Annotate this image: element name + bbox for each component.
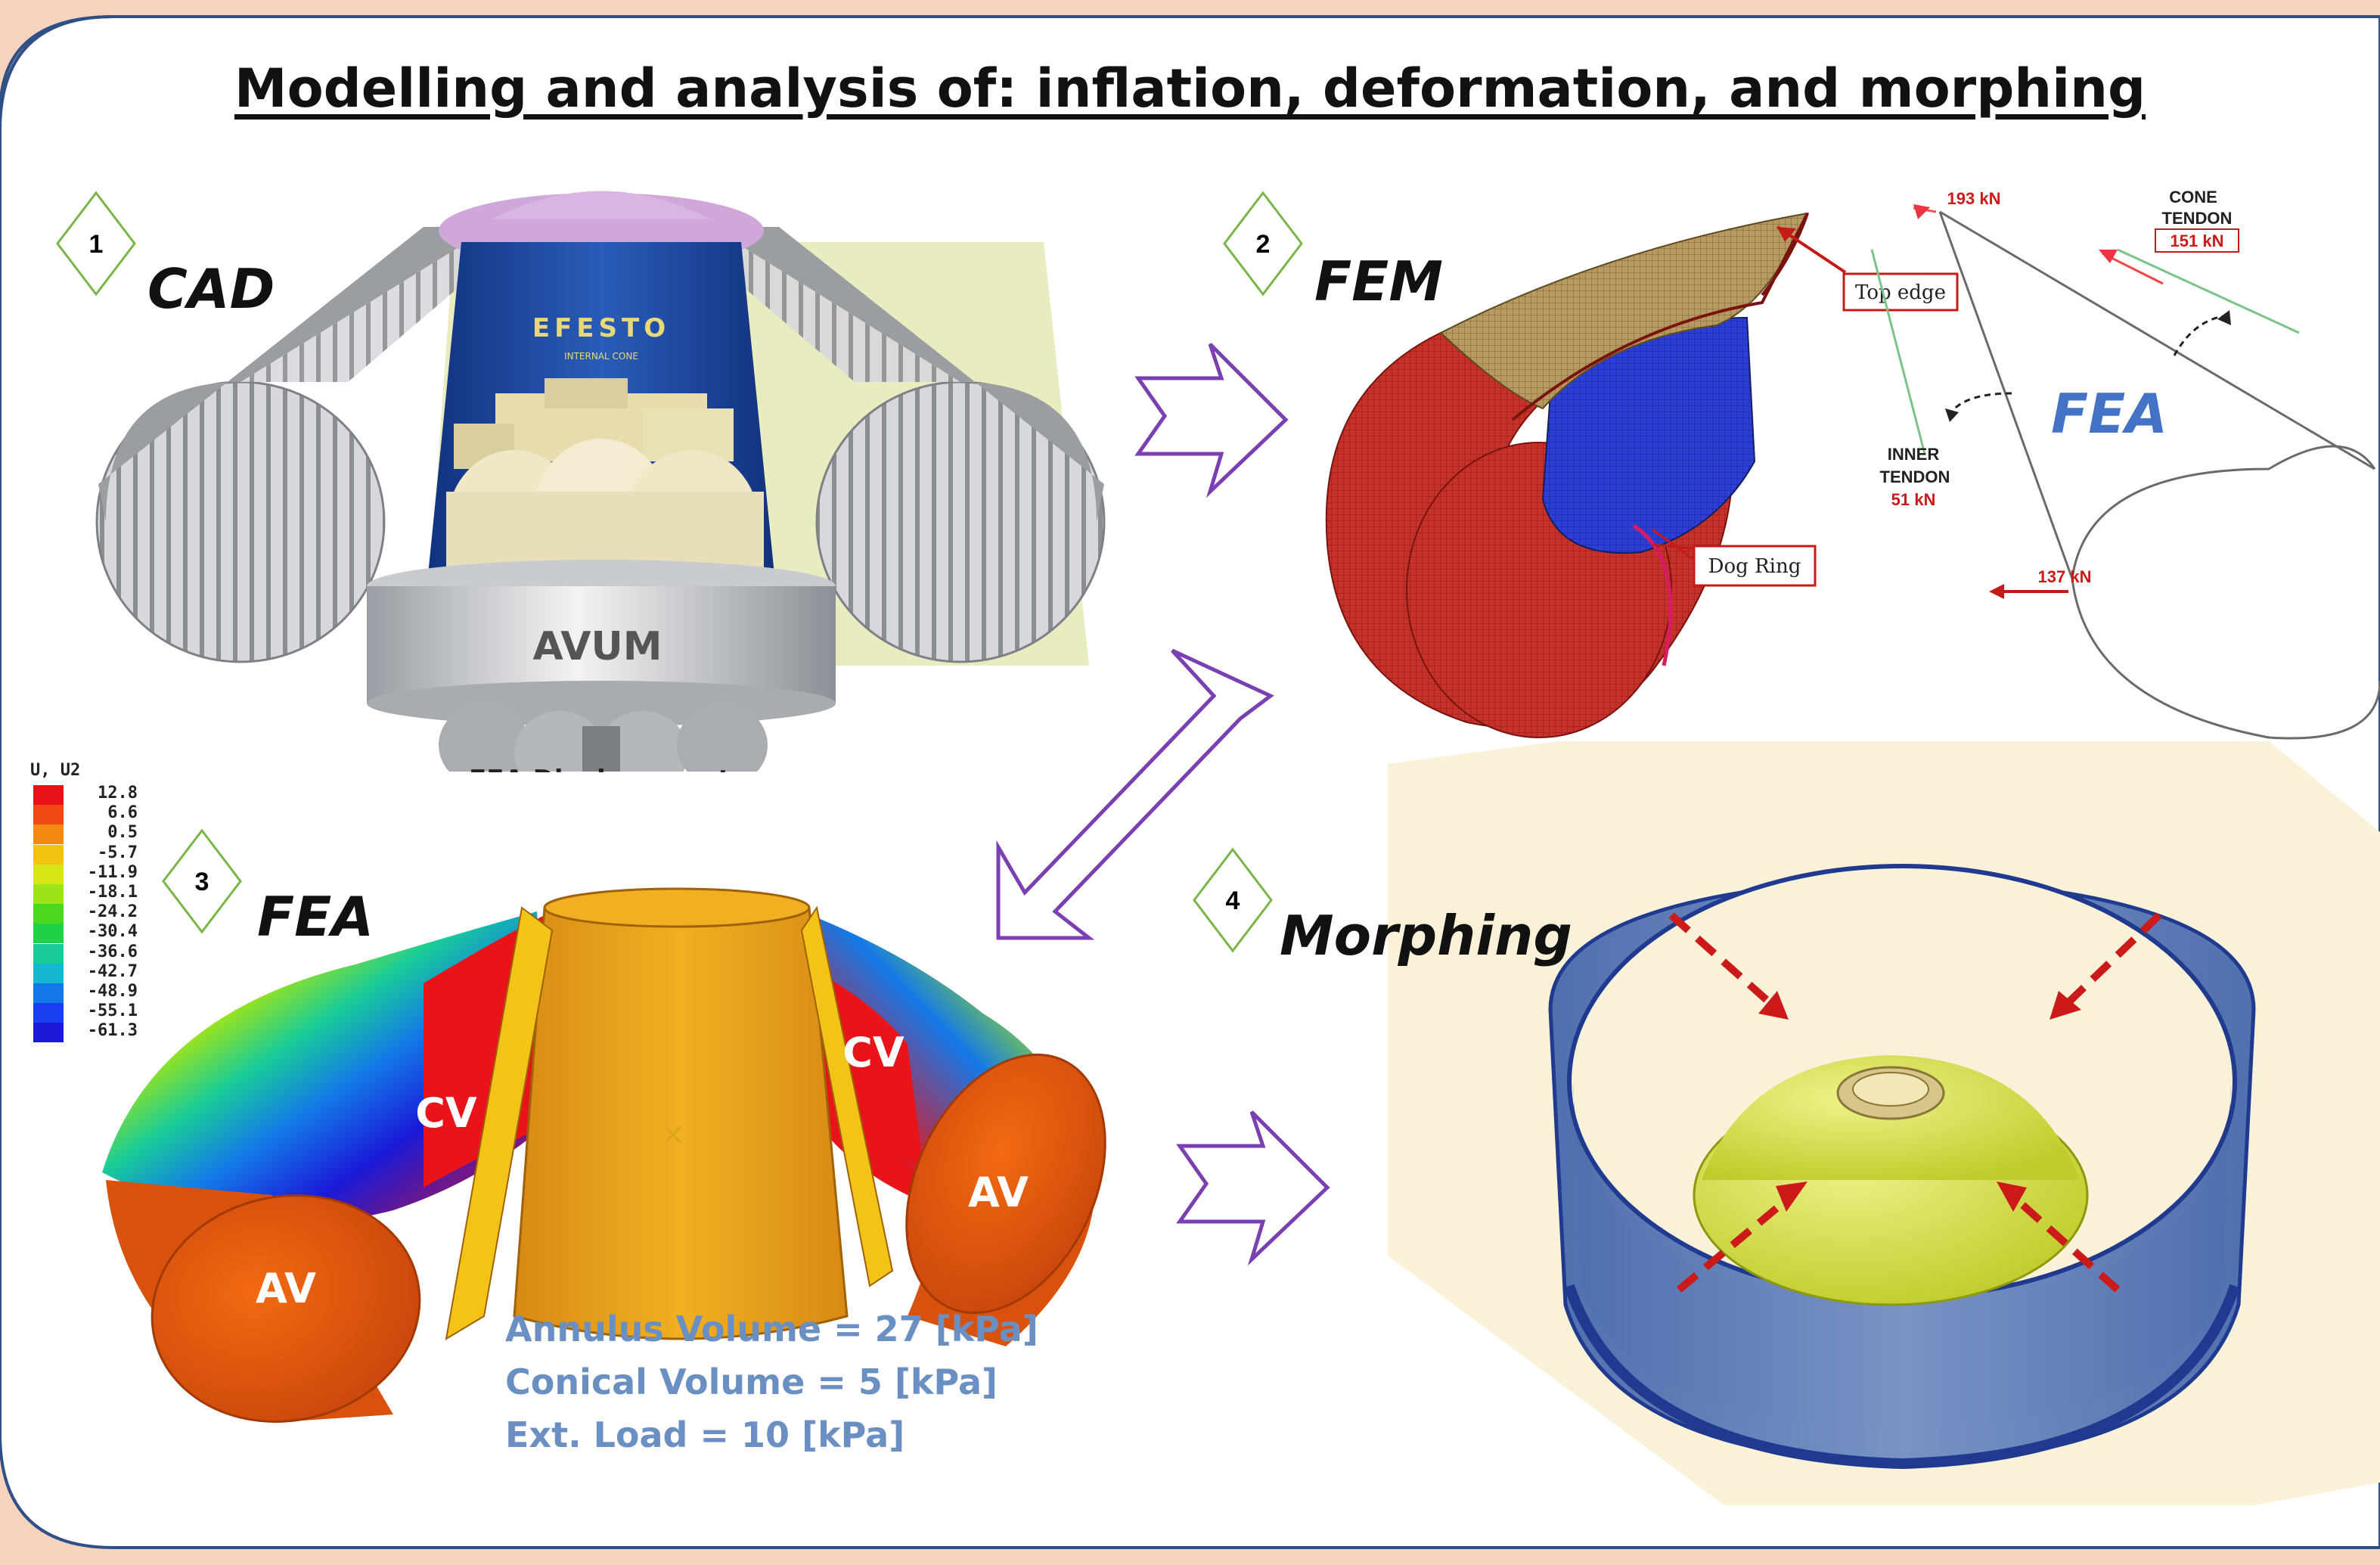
fem-mesh-illustration: Top edge Dog Ring 193 kN CONE TENDON 151… bbox=[1325, 188, 2380, 740]
legend-swatch bbox=[33, 864, 64, 884]
legend-title: U, U2 bbox=[30, 761, 81, 780]
legend-swatch bbox=[33, 963, 64, 983]
legend-swatch bbox=[33, 943, 64, 964]
legend-swatch bbox=[33, 824, 64, 845]
panel-label-cad: CAD bbox=[147, 257, 275, 321]
legend-value: -36.6 bbox=[87, 942, 138, 961]
fea-label-cv-right: CV bbox=[842, 1029, 905, 1076]
badge-4: 4 bbox=[1193, 847, 1273, 953]
badge-3: 3 bbox=[162, 828, 242, 934]
legend-value: -18.1 bbox=[87, 883, 138, 902]
legend-value: -5.7 bbox=[98, 843, 138, 862]
arrow-cad-to-fem bbox=[1134, 343, 1289, 498]
badge-number-2: 2 bbox=[1256, 230, 1271, 259]
page-title: Modelling and analysis of: inflation, de… bbox=[234, 57, 2146, 120]
legend-swatch bbox=[33, 1023, 64, 1043]
legend-value: 6.6 bbox=[107, 803, 138, 823]
arrow-fea-to-morphing bbox=[1176, 1110, 1330, 1266]
cone-tendon-value: 151 kN bbox=[2171, 231, 2224, 250]
legend-swatch bbox=[33, 844, 64, 865]
legend-swatch bbox=[33, 884, 64, 904]
force-top: 193 kN bbox=[1947, 189, 2001, 208]
legend-value: -48.9 bbox=[87, 982, 138, 1001]
fea-note-conical: Conical Volume = 5 [kPa] bbox=[505, 1362, 998, 1402]
cone-tendon-label-2: TENDON bbox=[2162, 209, 2233, 228]
cad-cone-text: EFESTO bbox=[532, 313, 670, 343]
panel-label-fea: FEA bbox=[257, 885, 374, 949]
cone-tendon-label-1: CONE bbox=[2169, 188, 2217, 206]
inner-tendon-value: 51 kN bbox=[1891, 490, 1936, 509]
cad-cone-subtext: INTERNAL CONE bbox=[564, 351, 638, 362]
badge-number-1: 1 bbox=[89, 230, 104, 259]
fea-label-av-right: AV bbox=[968, 1169, 1029, 1216]
panel-label-fem: FEM bbox=[1314, 250, 1444, 313]
legend-value: 0.5 bbox=[107, 823, 138, 843]
legend-swatch bbox=[33, 805, 64, 825]
badge-number-4: 4 bbox=[1226, 887, 1240, 915]
arrow-fem-to-fea bbox=[996, 648, 1274, 940]
legend-value: -42.7 bbox=[87, 961, 138, 981]
morphing-illustration bbox=[1388, 741, 2380, 1505]
dog-ring-label: Dog Ring bbox=[1708, 555, 1801, 578]
legend-swatch bbox=[33, 924, 64, 944]
avum-label: AVUM bbox=[533, 624, 662, 669]
legend-value: 12.8 bbox=[98, 784, 138, 803]
legend-value: -11.9 bbox=[87, 862, 138, 882]
fem-fea-label: FEA bbox=[2051, 382, 2168, 446]
cad-model-illustration: EFESTO INTERNAL CONE AVUM FEA Displaceme… bbox=[95, 191, 1106, 803]
legend-value: -24.2 bbox=[87, 902, 138, 922]
badge-1: 1 bbox=[56, 191, 136, 297]
fea-deformation-illustration: CV CV AV AV bbox=[102, 887, 1106, 1423]
inner-tendon-label-2: TENDON bbox=[1880, 467, 1950, 486]
inner-tendon-label-1: INNER bbox=[1888, 445, 1940, 464]
badge-2: 2 bbox=[1223, 191, 1303, 297]
fea-note-annulus: Annulus Volume = 27 [kPa] bbox=[505, 1309, 1038, 1349]
force-bottom: 137 kN bbox=[2038, 567, 2092, 586]
transition-arrows bbox=[996, 343, 1330, 1266]
legend-swatch bbox=[33, 904, 64, 924]
top-edge-label: Top edge bbox=[1855, 281, 1946, 304]
legend-swatch bbox=[33, 983, 64, 1003]
legend-swatch bbox=[33, 785, 64, 805]
fea-label-av-left: AV bbox=[256, 1265, 316, 1312]
legend-value: -61.3 bbox=[87, 1021, 138, 1041]
badge-number-3: 3 bbox=[195, 868, 209, 896]
fea-note-load: Ext. Load = 10 [kPa] bbox=[505, 1414, 905, 1455]
panel-label-morphing: Morphing bbox=[1280, 904, 1572, 967]
legend-value: -30.4 bbox=[87, 922, 138, 942]
legend-swatch bbox=[33, 1003, 64, 1023]
fea-label-cv-left: CV bbox=[415, 1089, 477, 1137]
legend-value: -55.1 bbox=[87, 1001, 138, 1021]
